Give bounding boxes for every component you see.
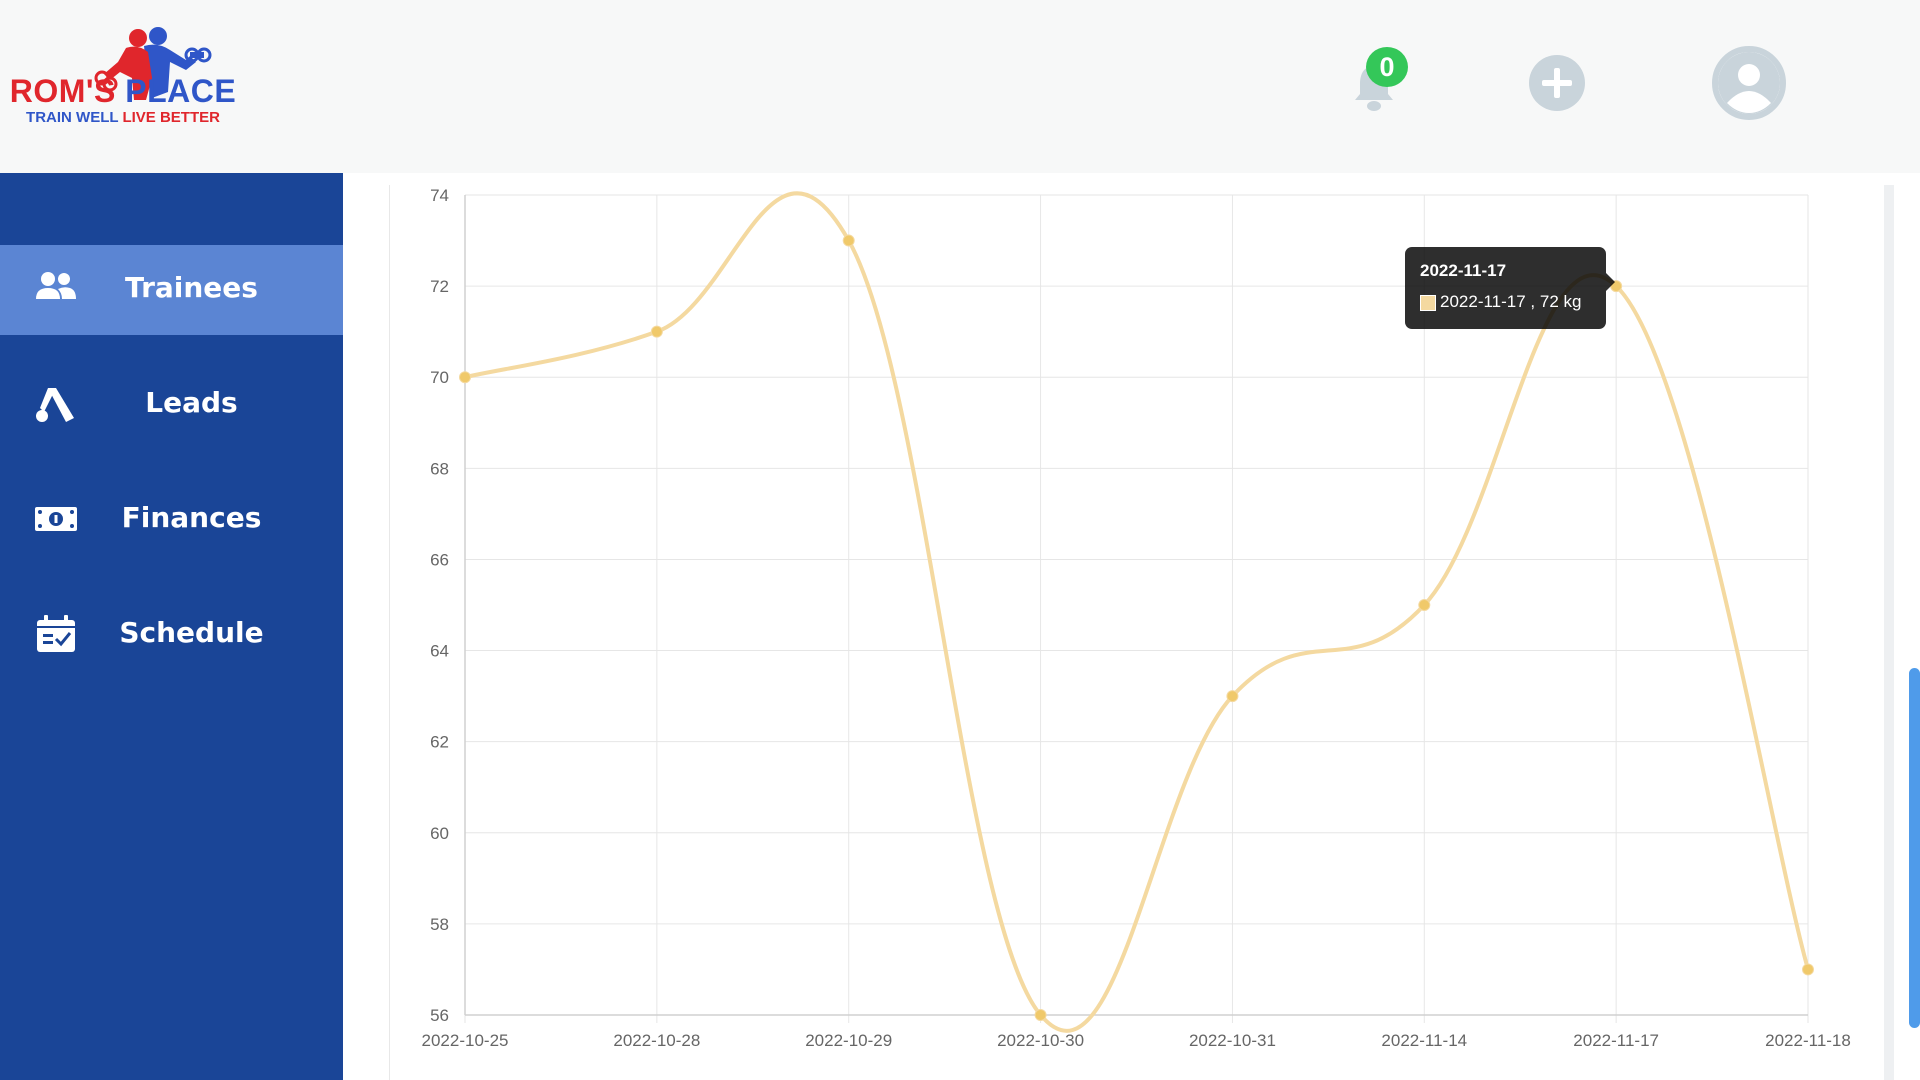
user-avatar-icon[interactable] [1711, 45, 1787, 121]
scrollbar-thumb[interactable] [1909, 668, 1920, 1028]
sidebar-item-label: Leads [145, 386, 238, 419]
y-tick-label: 70 [430, 368, 449, 387]
logo-wordmark: ROM'S PLACE TRAIN WELL LIVE BETTER [8, 74, 238, 126]
card-border [389, 185, 390, 1080]
sidebar-item-leads[interactable]: Leads [0, 360, 343, 450]
data-point [1802, 963, 1814, 976]
sidebar-item-label: Finances [121, 501, 262, 534]
money-icon [35, 507, 77, 531]
data-point [1226, 690, 1239, 703]
y-tick-label: 68 [430, 459, 449, 478]
plus-circle-icon[interactable] [1528, 54, 1586, 112]
sidebar: Trainees Leads Finances [0, 173, 343, 1080]
tooltip-caret [1606, 273, 1615, 291]
users-icon [36, 272, 76, 299]
card-border-right [1884, 185, 1894, 1080]
tooltip-series-swatch [1420, 295, 1436, 311]
logo-tagline: TRAIN WELL LIVE BETTER [26, 109, 220, 126]
roms-place-logo[interactable] [40, 22, 260, 152]
x-tick-label: 2022-10-25 [422, 1031, 509, 1050]
y-tick-label: 56 [430, 1006, 449, 1025]
x-tick-label: 2022-10-31 [1189, 1031, 1276, 1050]
logo-figures-icon [94, 27, 212, 100]
top-header: ROM'S PLACE TRAIN WELL LIVE BETTER 0 [0, 0, 1920, 173]
x-tick-label: 2022-10-28 [613, 1031, 700, 1050]
data-point [1034, 1009, 1047, 1021]
y-tick-label: 60 [430, 824, 449, 843]
leads-icon [36, 388, 74, 422]
weight-line-chart: 56 58 60 62 64 66 68 70 72 74 2022-10-25 2022-10-28… [422, 186, 1851, 1050]
x-tick-label: 2022-10-29 [805, 1031, 892, 1050]
data-point [650, 325, 663, 338]
notification-count-badge: 0 [1366, 47, 1408, 87]
sidebar-item-trainees[interactable]: Trainees [0, 245, 343, 335]
x-tick-label: 2022-10-30 [997, 1031, 1084, 1050]
series-line [464, 191, 1810, 1033]
chart-tooltip: 2022-11-17 2022-11-17 , 72 kg [1405, 247, 1615, 329]
sidebar-item-finances[interactable]: Finances [0, 475, 343, 565]
x-tick-label: 2022-11-18 [1765, 1031, 1851, 1050]
sidebar-item-schedule[interactable]: Schedule [0, 590, 343, 680]
y-tick-label: 58 [430, 915, 449, 934]
x-tick-label: 2022-11-17 [1573, 1031, 1659, 1050]
sidebar-item-label: Schedule [119, 616, 264, 649]
data-point [1418, 599, 1431, 611]
tooltip-value: 2022-11-17 , 72 kg [1440, 292, 1582, 311]
y-tick-label: 66 [430, 550, 449, 569]
tooltip-title: 2022-11-17 [1420, 261, 1507, 280]
data-point [842, 234, 855, 247]
x-tick-label: 2022-11-14 [1381, 1031, 1467, 1050]
sidebar-item-label: Trainees [125, 271, 258, 304]
y-tick-label: 72 [430, 277, 449, 296]
y-tick-label: 62 [430, 733, 449, 752]
y-tick-label: 74 [430, 186, 449, 205]
logo-title: ROM'S PLACE [9, 73, 237, 109]
data-point [459, 371, 471, 384]
y-tick-label: 64 [430, 642, 449, 661]
calendar-check-icon [37, 615, 75, 652]
